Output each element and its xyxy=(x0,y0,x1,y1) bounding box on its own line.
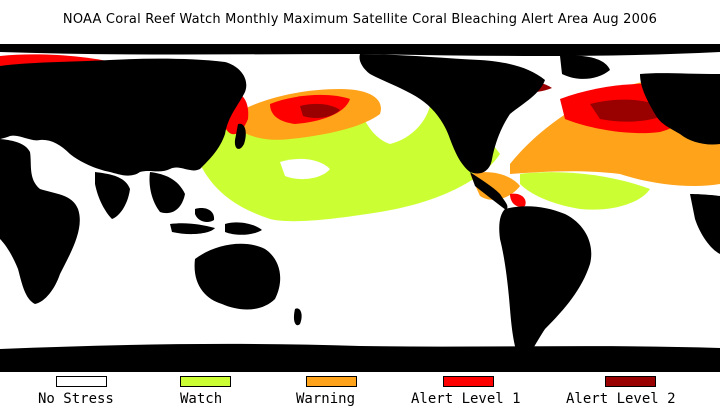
arctic-land-strip xyxy=(0,44,720,56)
legend-label-alert-level-2: Alert Level 2 xyxy=(566,391,676,407)
caribbean-warning-region xyxy=(470,172,520,200)
africa-right-edge xyxy=(690,194,720,254)
legend-swatch-warning xyxy=(306,376,357,387)
north-pacific-alert2-region xyxy=(300,103,340,118)
legend-label-no-stress: No Stress xyxy=(38,391,114,407)
bleaching-alert-map xyxy=(0,44,720,372)
legend-label-watch: Watch xyxy=(180,391,223,407)
caribbean-alert-region xyxy=(510,193,526,207)
australia-landmass xyxy=(194,243,281,310)
new-zealand xyxy=(293,308,302,326)
land-masses xyxy=(0,44,720,372)
indonesia-islands xyxy=(170,223,215,235)
legend-swatch-no-stress xyxy=(56,376,107,387)
atlantic-watch-region xyxy=(520,172,650,210)
south-america-landmass xyxy=(499,206,592,364)
africa-landmass xyxy=(0,139,80,304)
eurasia-landmass xyxy=(0,58,247,176)
legend-swatch-alert-level-2 xyxy=(605,376,656,387)
map-title: NOAA Coral Reef Watch Monthly Maximum Sa… xyxy=(62,12,658,27)
borneo xyxy=(195,208,215,222)
legend-label-warning: Warning xyxy=(296,391,356,407)
central-america xyxy=(470,172,508,210)
new-guinea xyxy=(225,222,262,235)
india-peninsula xyxy=(95,172,130,219)
southeast-asia-landmass xyxy=(149,172,185,214)
world-map-svg xyxy=(0,44,720,372)
europe-landmass xyxy=(640,73,720,145)
legend-label-alert-level-1: Alert Level 1 xyxy=(411,391,521,407)
legend-swatch-alert-level-1 xyxy=(443,376,494,387)
north-america-landmass xyxy=(359,54,545,174)
antarctica-landmass xyxy=(0,343,720,372)
legend: No Stress Watch Warning Alert Level 1 Al… xyxy=(0,374,720,411)
japan-islands xyxy=(234,123,246,149)
greenland xyxy=(560,55,610,79)
pacific-no-stress-patch-2 xyxy=(280,158,330,180)
legend-swatch-watch xyxy=(180,376,231,387)
